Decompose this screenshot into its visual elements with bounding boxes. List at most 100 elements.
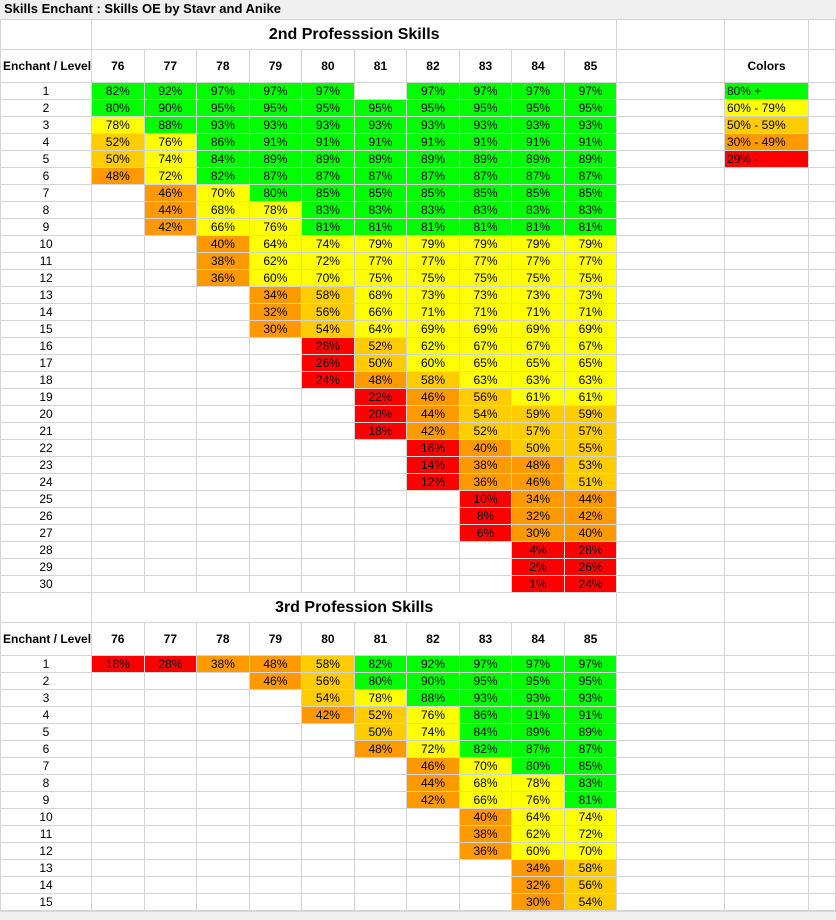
empty-cell[interactable] [723, 167, 810, 185]
success-rate-cell[interactable] [353, 893, 408, 911]
empty-cell[interactable] [723, 286, 810, 304]
success-rate-cell[interactable] [301, 893, 355, 911]
empty-cell[interactable] [808, 218, 836, 236]
success-rate-cell[interactable] [406, 893, 460, 911]
success-rate-cell[interactable] [301, 541, 355, 559]
empty-cell[interactable] [723, 337, 810, 355]
success-rate-cell[interactable]: 76% [511, 791, 565, 809]
success-rate-cell[interactable] [143, 757, 198, 775]
success-rate-cell[interactable]: 66% [458, 791, 513, 809]
legend-item[interactable]: 80% + [723, 82, 810, 100]
success-rate-cell[interactable] [143, 791, 198, 809]
empty-cell[interactable] [723, 655, 810, 673]
success-rate-cell[interactable]: 14% [406, 456, 460, 474]
success-rate-cell[interactable] [91, 740, 145, 758]
enchant-level-cell[interactable]: 4 [0, 706, 93, 724]
success-rate-cell[interactable] [196, 371, 250, 389]
success-rate-cell[interactable]: 72% [143, 167, 198, 185]
empty-cell[interactable] [723, 575, 810, 593]
enchant-level-cell[interactable]: 5 [0, 723, 93, 741]
success-rate-cell[interactable]: 95% [196, 99, 250, 117]
success-rate-cell[interactable]: 58% [301, 655, 355, 673]
enchant-level-cell[interactable]: 1 [0, 82, 93, 100]
success-rate-cell[interactable]: 34% [511, 490, 565, 508]
success-rate-cell[interactable]: 54% [301, 689, 355, 707]
success-rate-cell[interactable] [143, 672, 198, 690]
success-rate-cell[interactable]: 77% [511, 252, 565, 270]
success-rate-cell[interactable]: 77% [353, 252, 408, 270]
empty-cell[interactable] [723, 672, 810, 690]
success-rate-cell[interactable]: 92% [406, 655, 460, 673]
empty-cell[interactable] [723, 405, 810, 423]
success-rate-cell[interactable] [91, 774, 145, 792]
success-rate-cell[interactable]: 48% [511, 456, 565, 474]
success-rate-cell[interactable] [248, 456, 303, 474]
success-rate-cell[interactable]: 95% [406, 99, 460, 117]
success-rate-cell[interactable]: 93% [458, 116, 513, 134]
empty-cell[interactable] [616, 524, 725, 542]
empty-cell[interactable] [616, 592, 725, 623]
success-rate-cell[interactable]: 95% [511, 99, 565, 117]
success-rate-cell[interactable]: 85% [563, 184, 618, 202]
success-rate-cell[interactable] [91, 456, 145, 474]
empty-cell[interactable] [616, 575, 725, 593]
empty-cell[interactable] [616, 337, 725, 355]
success-rate-cell[interactable]: 75% [563, 269, 618, 287]
success-rate-cell[interactable]: 97% [511, 82, 565, 100]
success-rate-cell[interactable]: 26% [301, 354, 355, 372]
success-rate-cell[interactable] [301, 757, 355, 775]
success-rate-cell[interactable] [248, 354, 303, 372]
empty-cell[interactable] [808, 116, 836, 134]
success-rate-cell[interactable] [196, 524, 250, 542]
success-rate-cell[interactable] [353, 575, 408, 593]
success-rate-cell[interactable] [301, 524, 355, 542]
success-rate-cell[interactable]: 81% [511, 218, 565, 236]
enchant-level-cell[interactable]: 8 [0, 201, 93, 219]
empty-cell[interactable] [616, 541, 725, 559]
success-rate-cell[interactable]: 63% [511, 371, 565, 389]
empty-cell[interactable] [616, 859, 725, 877]
empty-cell[interactable] [808, 405, 836, 423]
success-rate-cell[interactable] [458, 541, 513, 559]
success-rate-cell[interactable]: 91% [563, 133, 618, 151]
empty-cell[interactable] [723, 825, 810, 843]
empty-cell[interactable] [616, 371, 725, 389]
success-rate-cell[interactable]: 52% [353, 337, 408, 355]
success-rate-cell[interactable]: 97% [458, 82, 513, 100]
success-rate-cell[interactable]: 86% [196, 133, 250, 151]
success-rate-cell[interactable]: 79% [406, 235, 460, 253]
success-rate-cell[interactable]: 42% [563, 507, 618, 525]
empty-cell[interactable] [616, 558, 725, 576]
success-rate-cell[interactable] [196, 456, 250, 474]
enchant-level-cell[interactable]: 4 [0, 133, 93, 151]
empty-cell[interactable] [616, 303, 725, 321]
empty-cell[interactable] [808, 655, 836, 673]
empty-cell[interactable] [616, 422, 725, 440]
level-column-header[interactable]: 80 [301, 49, 355, 83]
enchant-level-cell[interactable]: 15 [0, 320, 93, 338]
success-rate-cell[interactable]: 75% [458, 269, 513, 287]
empty-cell[interactable] [808, 740, 836, 758]
success-rate-cell[interactable] [196, 507, 250, 525]
success-rate-cell[interactable]: 79% [458, 235, 513, 253]
success-rate-cell[interactable]: 89% [563, 150, 618, 168]
success-rate-cell[interactable] [196, 706, 250, 724]
success-rate-cell[interactable]: 48% [248, 655, 303, 673]
success-rate-cell[interactable]: 70% [301, 269, 355, 287]
empty-cell[interactable] [808, 184, 836, 202]
success-rate-cell[interactable]: 30% [248, 320, 303, 338]
success-rate-cell[interactable] [196, 774, 250, 792]
success-rate-cell[interactable] [248, 422, 303, 440]
success-rate-cell[interactable] [91, 218, 145, 236]
success-rate-cell[interactable]: 69% [563, 320, 618, 338]
level-column-header[interactable]: 79 [248, 622, 303, 656]
success-rate-cell[interactable] [353, 808, 408, 826]
success-rate-cell[interactable] [143, 774, 198, 792]
success-rate-cell[interactable]: 52% [91, 133, 145, 151]
empty-cell[interactable] [616, 354, 725, 372]
success-rate-cell[interactable] [143, 859, 198, 877]
empty-cell[interactable] [808, 876, 836, 894]
empty-cell[interactable] [808, 558, 836, 576]
success-rate-cell[interactable] [196, 303, 250, 321]
empty-cell[interactable] [808, 524, 836, 542]
